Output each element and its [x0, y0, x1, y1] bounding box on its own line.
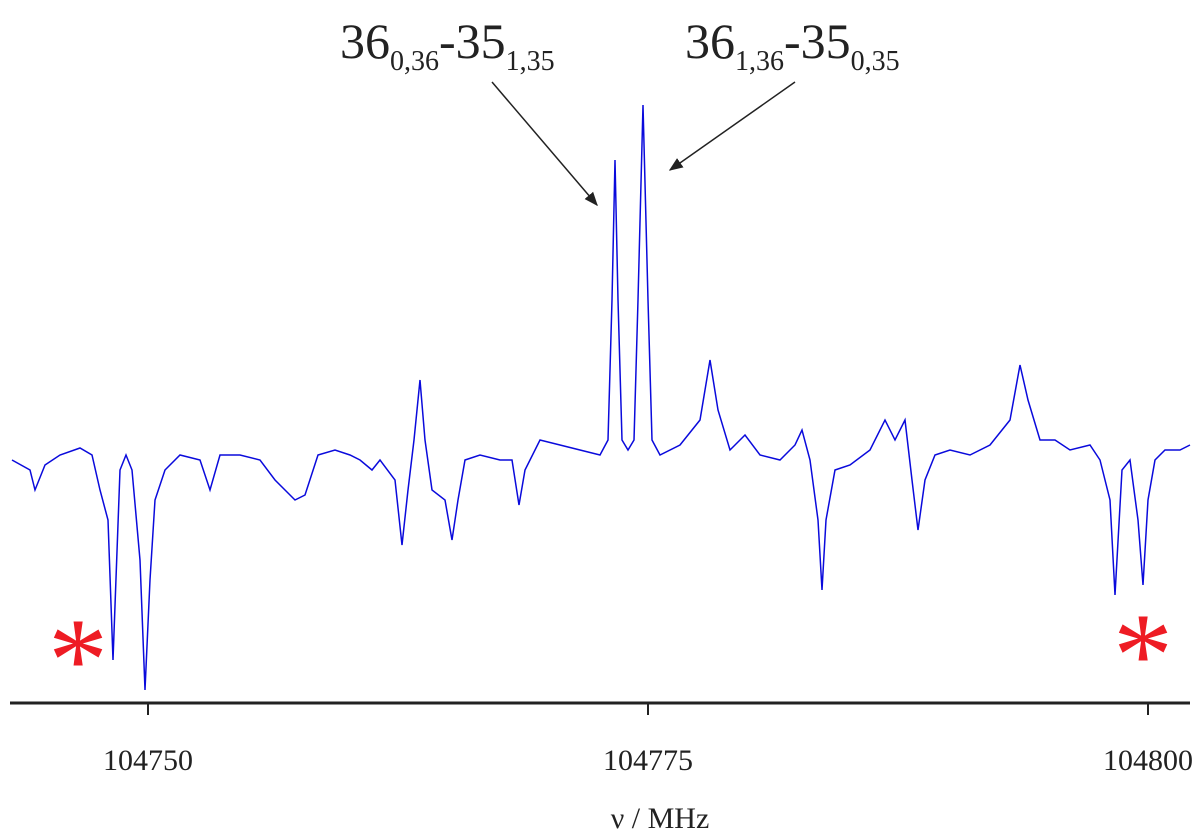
- arrow: [668, 81, 796, 171]
- x-tick-label: 104800: [1103, 744, 1193, 777]
- annotation-subscript: 1,36: [735, 46, 784, 77]
- asterisk-symbol: *: [1113, 588, 1173, 721]
- annotation-subscript: 1,35: [506, 46, 555, 77]
- spectrum-line: [11, 104, 1191, 691]
- asterisk-symbol: *: [48, 593, 108, 726]
- annotation: 361,36-350,35: [685, 13, 900, 77]
- x-tick-label: 104750: [103, 744, 193, 777]
- annotation-text: 36: [685, 13, 735, 69]
- annotation-text: -35: [784, 13, 851, 69]
- arrow: [491, 81, 598, 207]
- x-tick-label: 104775: [603, 744, 693, 777]
- annotation: 360,36-351,35: [340, 13, 555, 77]
- annotation-text: -35: [439, 13, 506, 69]
- x-axis-label: ν / MHz: [611, 802, 710, 835]
- annotation-subscript: 0,35: [851, 46, 900, 77]
- annotation-text: 36: [340, 13, 390, 69]
- annotation-subscript: 0,36: [390, 46, 439, 77]
